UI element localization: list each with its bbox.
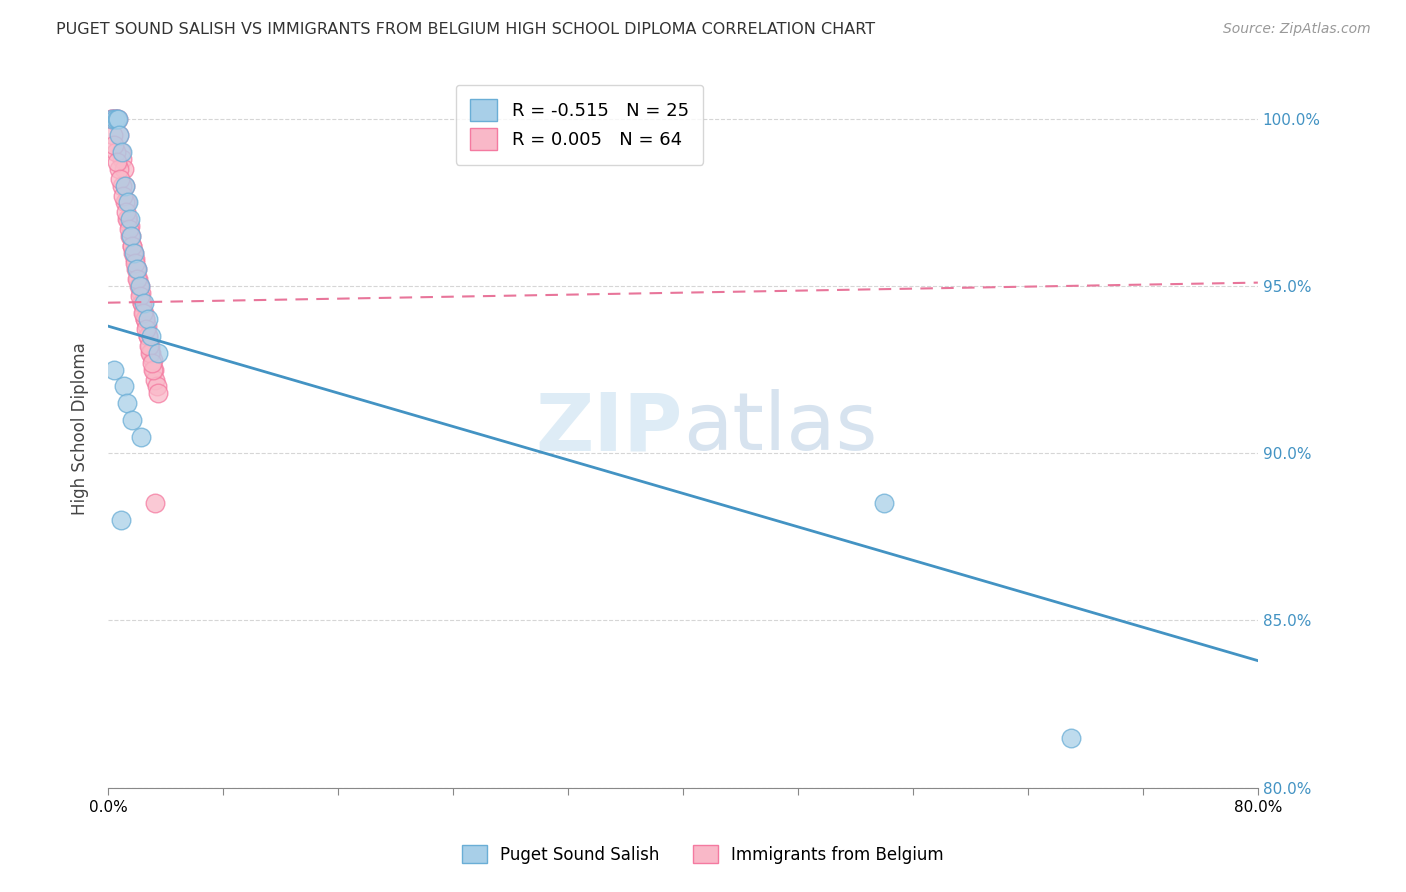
Point (120, 228, 142, 243)
Text: atlas: atlas (683, 389, 877, 467)
Point (104, 112, 127, 126)
Point (110, 513, 132, 527)
Point (105, 112, 128, 126)
Point (120, 228, 142, 243)
Point (110, 145, 132, 160)
Point (148, 386, 170, 401)
Point (122, 245, 145, 260)
Point (134, 312, 156, 326)
Point (136, 329, 159, 343)
Point (141, 352, 163, 367)
Point (104, 112, 127, 126)
Point (139, 346, 162, 360)
Point (111, 152, 134, 166)
Point (136, 312, 159, 326)
Point (139, 329, 162, 343)
Legend: Puget Sound Salish, Immigrants from Belgium: Puget Sound Salish, Immigrants from Belg… (456, 838, 950, 871)
Point (108, 128, 131, 143)
Point (135, 322, 157, 336)
Point (125, 262, 148, 277)
Point (120, 228, 142, 243)
Point (105, 155, 128, 169)
Point (134, 312, 156, 326)
Point (108, 172, 131, 186)
Point (873, 496, 896, 510)
Point (127, 272, 149, 286)
Point (103, 362, 125, 376)
Point (103, 138, 125, 153)
Legend: R = -0.515   N = 25, R = 0.005   N = 64: R = -0.515 N = 25, R = 0.005 N = 64 (456, 85, 703, 165)
Point (139, 346, 162, 360)
Point (1060, 731, 1083, 745)
Point (115, 396, 138, 410)
Point (114, 178, 136, 193)
Point (108, 128, 131, 143)
Point (146, 379, 169, 393)
Point (101, 128, 124, 143)
Point (104, 145, 127, 160)
Text: ZIP: ZIP (536, 389, 683, 467)
Point (121, 239, 143, 253)
Point (143, 496, 166, 510)
Point (111, 145, 134, 160)
Point (117, 195, 139, 210)
Point (127, 272, 149, 286)
Point (105, 112, 128, 126)
Point (114, 195, 136, 210)
Point (135, 319, 157, 334)
Point (129, 429, 152, 443)
Point (129, 289, 152, 303)
Point (117, 212, 139, 227)
Point (103, 112, 125, 126)
Point (122, 245, 145, 260)
Point (131, 295, 153, 310)
Point (115, 205, 138, 219)
Point (132, 295, 155, 310)
Point (111, 178, 134, 193)
Point (112, 188, 135, 202)
Point (132, 306, 155, 320)
Point (142, 362, 165, 376)
Point (128, 279, 150, 293)
Point (121, 239, 143, 253)
Point (121, 413, 143, 427)
Text: PUGET SOUND SALISH VS IMMIGRANTS FROM BELGIUM HIGH SCHOOL DIPLOMA CORRELATION CH: PUGET SOUND SALISH VS IMMIGRANTS FROM BE… (56, 22, 876, 37)
Point (115, 195, 138, 210)
Point (148, 346, 170, 360)
Point (124, 255, 146, 269)
Point (129, 285, 152, 300)
Point (132, 306, 155, 320)
Point (101, 112, 124, 126)
Point (141, 356, 163, 370)
Point (145, 373, 167, 387)
Point (118, 219, 141, 233)
Point (124, 252, 146, 267)
Y-axis label: High School Diploma: High School Diploma (72, 342, 89, 515)
Point (131, 295, 153, 310)
Point (143, 362, 166, 376)
Point (112, 379, 135, 393)
Point (118, 222, 141, 236)
Point (101, 112, 124, 126)
Point (118, 212, 141, 227)
Point (122, 245, 145, 260)
Point (128, 279, 150, 293)
Point (136, 329, 159, 343)
Point (138, 339, 160, 353)
Point (112, 161, 135, 176)
Point (128, 279, 150, 293)
Point (117, 212, 139, 227)
Point (107, 161, 129, 176)
Point (100, 112, 122, 126)
Point (114, 178, 136, 193)
Text: Source: ZipAtlas.com: Source: ZipAtlas.com (1223, 22, 1371, 37)
Point (107, 112, 129, 126)
Point (125, 262, 148, 277)
Point (107, 112, 129, 126)
Point (138, 339, 160, 353)
Point (125, 262, 148, 277)
